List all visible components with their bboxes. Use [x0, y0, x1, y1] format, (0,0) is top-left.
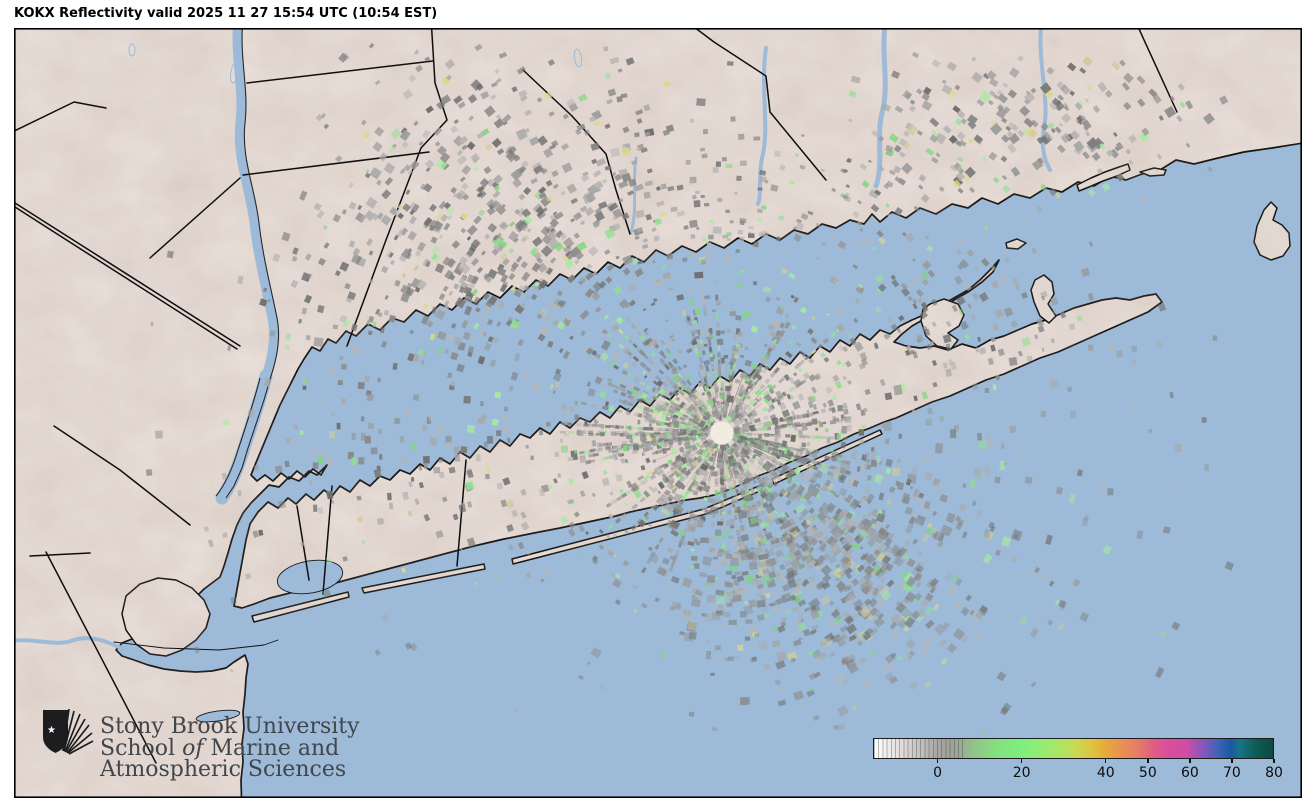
- housatonic-river: [756, 46, 768, 206]
- colorbar-gradient: [873, 738, 1274, 759]
- inland-water-group: [14, 28, 1052, 723]
- colorbar-tick-mark: [936, 759, 939, 763]
- hudson-river-lower: [215, 369, 273, 505]
- colorbar-tick-label: 50: [1138, 765, 1157, 781]
- navesink-estuary: [195, 709, 241, 723]
- colorbar: 0 20 40 50 60 70 80: [873, 738, 1283, 786]
- figure-title: KOKX Reflectivity valid 2025 11 27 15:54…: [14, 6, 438, 21]
- county-line-ct-west: [522, 69, 631, 235]
- harbor-channel-line: [113, 639, 279, 651]
- sbu-shield-icon: ★: [43, 709, 94, 755]
- lake-3: [128, 43, 136, 57]
- radar-speckle-layer: [145, 42, 1235, 735]
- connecticut-river: [873, 28, 888, 189]
- county-line-nj-2: [29, 552, 91, 557]
- map-frame: [14, 28, 1302, 798]
- lake-2: [573, 48, 583, 68]
- hudson-west-bank-line: [215, 377, 261, 497]
- county-line-nj-1: [45, 551, 157, 764]
- quinnipiac-river: [629, 156, 638, 235]
- colorbar-tick-label: 70: [1223, 765, 1241, 781]
- border-ny-nj-b: [14, 205, 238, 350]
- colorbar-tick-mark: [1189, 759, 1191, 763]
- county-line-topleft: [14, 101, 107, 132]
- border-ny-nj-a: [14, 201, 241, 347]
- logo-line3: Atmospheric Sciences: [100, 757, 347, 782]
- boundary-group: [14, 28, 1178, 764]
- colorbar-tick-label: 20: [1012, 765, 1031, 781]
- logo-line1: Stony Brook University: [100, 714, 360, 739]
- hudson-east-bank-line: [225, 28, 280, 499]
- colorbar-tick-label: 40: [1096, 765, 1115, 781]
- colorbar-tick-label: 60: [1180, 765, 1199, 781]
- sbu-logo-text: Stony Brook University School of Marine …: [100, 709, 360, 781]
- basemap-svg: [14, 28, 1302, 798]
- county-line-ct-mid: [694, 28, 827, 181]
- map-area: 0 20 40 50 60 70 80 ★ Stony Brook University S: [14, 28, 1302, 798]
- county-line-nj-3: [53, 425, 191, 526]
- colorbar-tick-label: 80: [1265, 765, 1283, 781]
- county-line-rockland: [149, 177, 241, 259]
- hudson-river-upper: [232, 28, 279, 381]
- sbu-logo: ★ Stony Brook University School of Marin…: [42, 709, 360, 781]
- border-ny-ct: [346, 28, 448, 347]
- county-line-westchester: [242, 151, 430, 176]
- colorbar-tick-mark: [1147, 759, 1149, 763]
- colorbar-tick-mark: [1231, 759, 1233, 763]
- county-line-putnam: [246, 60, 434, 84]
- colorbar-tick-mark: [1020, 759, 1023, 763]
- colorbar-stripes: [874, 739, 964, 758]
- county-line-queens-nassau: [322, 485, 333, 595]
- lake-1: [229, 60, 241, 84]
- colorbar-tick-mark: [1273, 759, 1275, 763]
- svg-text:★: ★: [47, 725, 56, 736]
- logo-line2: School of Marine and: [100, 735, 340, 761]
- jamaica-bay: [276, 559, 344, 595]
- county-line-ct-east: [1137, 28, 1178, 113]
- raritan-river: [14, 636, 124, 650]
- colorbar-tick-mark: [1105, 759, 1107, 763]
- county-line-nassau-suffolk: [456, 459, 467, 567]
- colorbar-tick-label: 0: [933, 765, 943, 781]
- radar-blank-circle: [710, 421, 734, 445]
